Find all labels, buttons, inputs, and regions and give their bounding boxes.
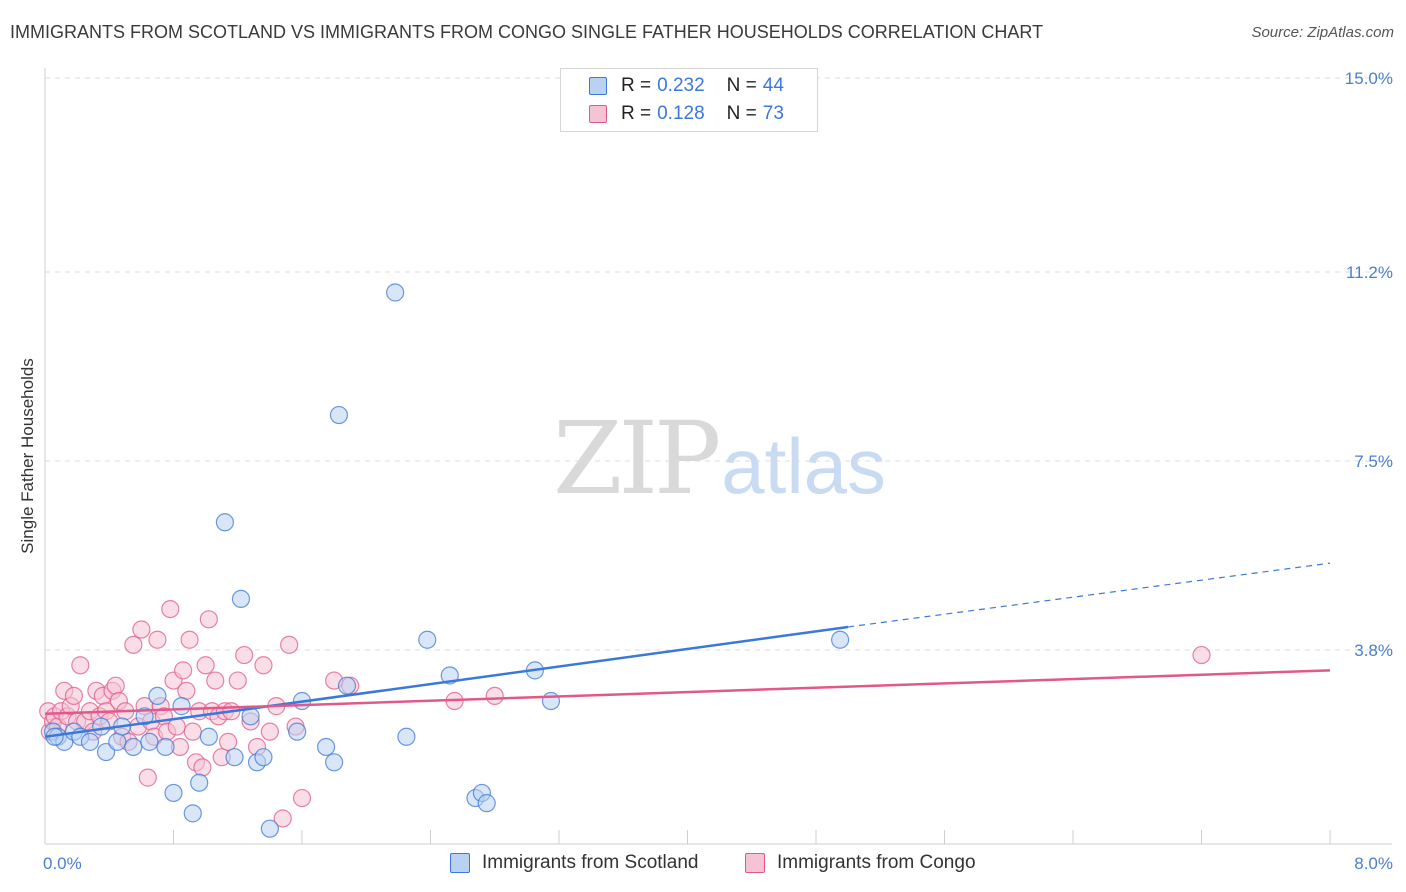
scotland-point [386, 283, 405, 302]
congo-point [219, 732, 238, 751]
congo-trend-line [44, 669, 1331, 716]
scotland-point [329, 405, 349, 425]
congo-r-label: R = [621, 103, 652, 124]
congo-point [174, 661, 193, 680]
scotland-point [418, 630, 437, 649]
congo-point [1192, 645, 1211, 665]
scotland-point [397, 727, 416, 746]
scotland-point [225, 748, 244, 767]
scotland-point [135, 707, 154, 726]
scotland-point [92, 717, 111, 736]
scotland-point [337, 676, 357, 695]
congo-point [235, 645, 254, 665]
congo-point [183, 722, 202, 741]
scotland-point [96, 742, 116, 762]
watermark: ZIPatlas [553, 400, 886, 517]
legend-label-congo: Immigrants from Congo [777, 852, 976, 873]
x-tick-label-max: 8.0% [1354, 854, 1393, 873]
scotland-point [190, 773, 209, 792]
congo-point [485, 686, 504, 706]
congo-point [71, 656, 90, 675]
scotland-point [477, 794, 496, 813]
scotland-point [830, 630, 850, 649]
scotland-r-label: R = [621, 75, 652, 96]
legend-row-scotland: R = 0.232 N = 44 [561, 73, 784, 99]
x-tick-label-min: 0.0% [43, 854, 82, 873]
scotland-point [80, 732, 100, 751]
scotland-point [254, 748, 273, 767]
scotland-point [172, 697, 191, 716]
congo-point [260, 722, 279, 741]
scotland-point [325, 753, 344, 772]
congo-point [228, 671, 247, 690]
scotland-point [148, 686, 167, 706]
scotland-point [288, 722, 307, 741]
correlation-legend: R = 0.232 N = 44 R = 0.128 N = 73 [560, 68, 818, 132]
scotland-swatch [589, 77, 607, 95]
legend-item-scotland: Immigrants from Scotland [450, 852, 698, 874]
congo-point [273, 809, 292, 828]
scotland-point [183, 804, 202, 823]
watermark-zip: ZIP [553, 400, 721, 517]
scotland-point [156, 737, 175, 757]
congo-point [148, 630, 167, 649]
congo-point [180, 630, 199, 649]
legend-swatch-scotland [450, 853, 470, 873]
congo-point [280, 635, 299, 654]
legend-row-congo: R = 0.128 N = 73 [561, 101, 784, 127]
congo-r-value: 0.128 [657, 103, 705, 124]
congo-point [161, 599, 180, 619]
scotland-trend-extension [848, 562, 1331, 628]
y-tick-label: 15.0% [1345, 69, 1393, 88]
y-tick-label: 11.2% [1346, 263, 1393, 282]
congo-point [124, 635, 143, 654]
scotland-n-value: 44 [762, 75, 784, 96]
scotland-point [108, 732, 127, 751]
chart-title: IMMIGRANTS FROM SCOTLAND VS IMMIGRANTS F… [10, 22, 1044, 42]
congo-n-value: 73 [762, 103, 784, 124]
scotland-point [260, 819, 279, 838]
scotland-point [164, 783, 183, 803]
scotland-point [199, 727, 218, 746]
scotland-point [541, 691, 561, 711]
scotland-point [316, 737, 336, 757]
scotland-n-label: N = [726, 75, 757, 96]
congo-point [177, 681, 196, 700]
congo-swatch [589, 105, 607, 123]
scotland-point [124, 737, 143, 757]
watermark-atlas: atlas [721, 422, 887, 510]
congo-point [254, 656, 273, 675]
congo-n-label: N = [726, 103, 757, 124]
scotland-trend-line [44, 625, 849, 738]
series-legend: Immigrants from Scotland Immigrants from… [0, 852, 1406, 878]
congo-point [196, 656, 215, 675]
congo-point [199, 610, 218, 629]
scotland-point [140, 732, 159, 751]
scotland-point [215, 513, 234, 532]
legend-label-scotland: Immigrants from Scotland [482, 852, 699, 873]
source-label: Source: ZipAtlas.com [1251, 24, 1394, 41]
congo-point [132, 620, 151, 639]
scotland-point [231, 589, 251, 608]
y-tick-label: 7.5% [1354, 452, 1393, 471]
congo-point [64, 686, 84, 706]
legend-swatch-congo [745, 853, 765, 873]
congo-point [206, 671, 225, 690]
y-tick-label: 3.8% [1354, 641, 1393, 660]
congo-point [193, 758, 212, 777]
congo-point [138, 768, 157, 787]
congo-point [106, 676, 125, 695]
congo-point [292, 788, 312, 808]
legend-item-congo: Immigrants from Congo [745, 852, 976, 874]
scotland-r-value: 0.232 [657, 75, 705, 96]
